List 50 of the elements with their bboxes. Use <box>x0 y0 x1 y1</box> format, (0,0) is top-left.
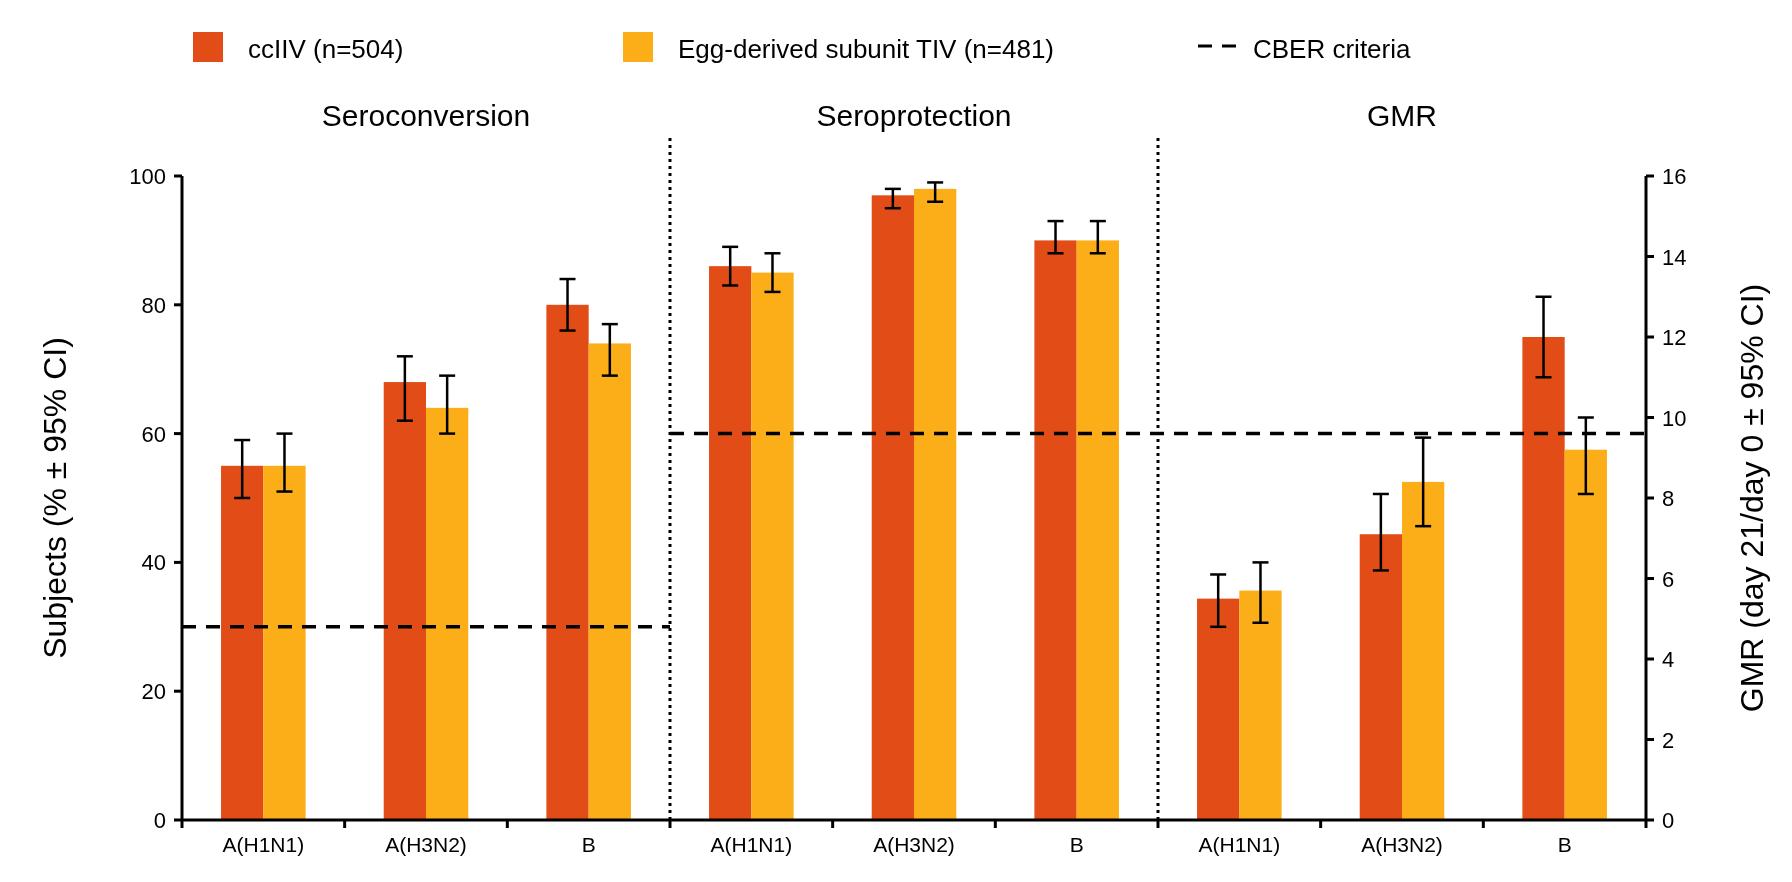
y2-tick-label: 8 <box>1662 486 1675 511</box>
bar <box>1359 534 1402 820</box>
x-tick-label: A(H3N2) <box>1361 833 1443 856</box>
y2-tick-label: 2 <box>1662 727 1675 753</box>
bar <box>914 188 957 820</box>
x-tick-label: A(H1N1) <box>710 833 793 856</box>
bar <box>751 272 794 820</box>
bar <box>871 195 914 820</box>
x-tick-label: A(H3N2) <box>873 833 955 856</box>
text: GMR <box>1367 99 1437 132</box>
y-axis-title: Subjects (% ± 95% CI) <box>37 337 73 659</box>
bar <box>263 465 306 820</box>
y-tick-label: 100 <box>129 164 166 189</box>
y-tick-label: 40 <box>141 550 166 576</box>
bar <box>1034 240 1077 820</box>
bar <box>709 266 752 820</box>
y2-tick-label: 16 <box>1662 164 1687 189</box>
y2-tick-label: 0 <box>1662 808 1675 833</box>
x-tick-label: A(H1N1) <box>222 833 305 856</box>
bar <box>588 343 631 820</box>
x-tick-label: A(H1N1) <box>1198 833 1281 856</box>
x-tick-label: B <box>581 833 596 856</box>
x-tick-label: B <box>1069 833 1084 856</box>
legend-label: CBER criteria <box>1253 34 1412 64</box>
bar <box>1564 449 1607 820</box>
y-tick-label: 80 <box>141 292 166 318</box>
bar <box>1197 598 1240 820</box>
bar <box>221 465 264 820</box>
bar <box>426 407 469 820</box>
legend-label: ccIIV (n=504) <box>248 34 404 64</box>
bar <box>546 304 589 820</box>
bar <box>1402 481 1445 820</box>
x-tick-label: B <box>1557 833 1572 856</box>
text: Seroconversion <box>321 99 531 132</box>
y2-tick-label: 14 <box>1662 244 1687 270</box>
y-tick-label: 0 <box>153 808 166 833</box>
y2-axis-title: GMR (day 21/day 0 ± 95% CI) <box>1734 283 1770 713</box>
y-tick-label: 20 <box>141 679 166 705</box>
bar <box>1239 590 1282 820</box>
y2-tick-label: 6 <box>1662 566 1675 592</box>
bar <box>383 382 426 820</box>
legend-label: Egg-derived subunit TIV (n=481) <box>678 34 1055 64</box>
text: Seroprotection <box>816 99 1012 132</box>
y2-tick-label: 4 <box>1662 647 1675 672</box>
bar <box>1522 337 1565 820</box>
y2-tick-label: 10 <box>1662 405 1687 431</box>
y2-tick-label: 12 <box>1662 325 1687 350</box>
x-tick-label: A(H3N2) <box>385 833 467 856</box>
y-tick-label: 60 <box>141 421 166 447</box>
bar <box>1076 240 1119 820</box>
